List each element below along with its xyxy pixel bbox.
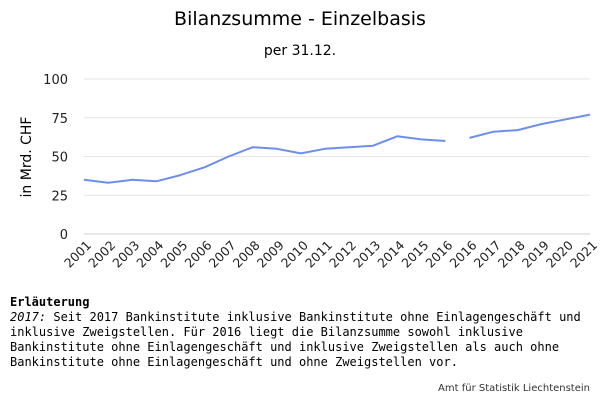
- x-tick-label: 2018: [495, 237, 528, 270]
- y-tick-label: 0: [60, 228, 68, 243]
- y-axis-label: in Mrd. CHF: [19, 117, 35, 198]
- series-lines: [83, 113, 591, 184]
- notes-heading: Erläuterung: [10, 295, 90, 309]
- x-tick-label: 2013: [350, 238, 383, 271]
- x-tick-label: 2012: [326, 238, 359, 271]
- x-tick-label: 2005: [157, 238, 190, 271]
- source-credit: Amt für Statistik Liechtenstein: [438, 383, 590, 394]
- chart-subtitle: per 31.12.: [263, 43, 337, 59]
- notes: Erläuterung 2017: Seit 2017 Bankinstitut…: [10, 295, 590, 370]
- x-axis-ticks: 2001200220032004200520062007200820092010…: [61, 237, 600, 270]
- x-tick-label: 2011: [302, 238, 335, 271]
- notes-text: Seit 2017 Bankinstitute inklusive Bankin…: [10, 310, 581, 369]
- x-tick-label: 2016: [422, 237, 455, 270]
- x-tick-label: 2017: [471, 238, 504, 271]
- x-tick-label: 2016: [447, 237, 480, 270]
- gridlines: [84, 78, 590, 235]
- x-tick-label: 2008: [230, 237, 263, 270]
- notes-body: 2017: Seit 2017 Bankinstitute inklusive …: [10, 310, 590, 370]
- x-tick-label: 2021: [567, 238, 600, 271]
- y-tick-label: 50: [51, 151, 68, 166]
- x-tick-label: 2010: [278, 237, 311, 270]
- x-tick-label: 2020: [543, 237, 576, 270]
- y-tick-label: 25: [51, 189, 68, 204]
- x-tick-label: 2009: [254, 237, 287, 270]
- line-chart: 0 25 50 75 100 20012002200320042005200620072…: [19, 73, 600, 271]
- series-line-2: [469, 113, 591, 139]
- y-tick-label: 75: [51, 112, 68, 127]
- x-tick-label: 2003: [109, 238, 142, 271]
- chart-title: Bilanzsumme - Einzelbasis: [174, 8, 426, 30]
- x-tick-label: 2002: [85, 238, 118, 271]
- x-tick-label: 2014: [374, 237, 407, 270]
- y-tick-label: 100: [43, 73, 68, 88]
- x-tick-label: 2004: [133, 237, 166, 270]
- x-tick-label: 2007: [206, 238, 239, 271]
- x-tick-label: 2015: [398, 238, 431, 271]
- x-tick-label: 2019: [519, 237, 552, 270]
- x-tick-label: 2006: [181, 237, 214, 270]
- series-line-1: [83, 135, 446, 184]
- y-axis-ticks: 0 25 50 75 100: [43, 73, 68, 243]
- notes-year: 2017:: [10, 310, 47, 324]
